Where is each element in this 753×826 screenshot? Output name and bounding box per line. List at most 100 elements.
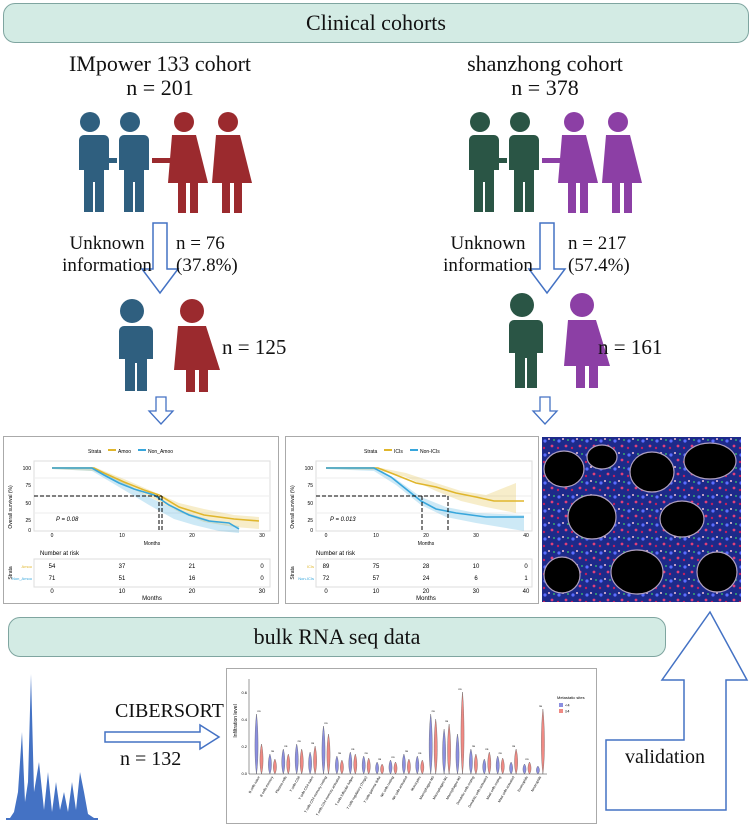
km2-legend-a: ICIs [394,449,403,455]
violin-legend-high: ≥4 [565,709,570,714]
validation-label: validation [625,746,705,768]
km2-risk-xtick: 10 [373,589,380,595]
impower-n-kept: n = 125 [222,335,287,359]
violin-shape [259,743,264,775]
km1-legend-swatch-b [138,449,146,451]
km2-ylabel: Overall survival (%) [290,485,296,529]
violin-sig-label: ns [257,709,261,713]
shanzhong-excluded-n: n = 217 [568,233,627,254]
violin-shape [509,761,513,775]
violin-shape [541,708,545,775]
impower-people-group-icon [76,112,252,213]
violin-shape [514,748,518,775]
violin-xtick-label: T cells CD8 [289,775,301,792]
km-plot-shanzhong: Strata ICIs Non-ICIs Overall survival (%… [290,449,533,602]
violin-shape [294,743,299,775]
violin-shape [308,751,312,775]
violin-shape [375,761,379,775]
violin-xtick-label: NK cells activated [391,775,408,800]
violin-shape [254,713,259,775]
violin-sig-label: ns [298,739,302,743]
violin-shape [460,691,465,775]
km2-median-lines [316,495,449,531]
shanzhong-n-total: n = 378 [511,75,579,100]
impower-cohort-name: IMpower 133 cohort [68,51,252,76]
violin-shape [527,761,532,775]
km1-risk-cell: 0 [260,576,264,582]
violin-legend-swatch-low [559,703,563,707]
shanzhong-excluded-pct: (57.4%) [568,255,630,276]
km2-legend-swatch-b [410,449,418,451]
km-plot-impower: Strata Amoo Non_Amoo Overall survival (%… [8,449,271,602]
cibersort-n: n = 132 [120,748,182,770]
violin-sig-label: ns [391,755,395,759]
km1-risk-cell: 16 [189,576,196,582]
km2-risk-row-name: ICIs [307,564,314,569]
km1-risk-xtick: 0 [50,589,54,595]
km2-risk-ylabel: Strata [290,566,296,580]
violin-shape [487,751,492,775]
shanzhong-cohort-name: shanzhong cohort [467,51,623,76]
violin-series: ns B cells naive ns B cells memory ns Plasma … [248,687,545,817]
violin-shape [536,765,540,775]
violin-ylabel: Infiltration level [233,704,239,737]
km2-risk-xtick: 40 [523,589,530,595]
violin-shape [407,758,411,775]
km1-ytick: 0 [28,528,31,534]
km1-xtick: 30 [259,533,265,539]
violin-sig-label: ns [271,749,275,753]
violin-sig-label: ns [512,744,516,748]
violin-sig-label: ns [432,709,436,713]
violin-shape [366,757,371,775]
clinical-cohorts-banner: Clinical cohorts [3,3,749,43]
km2-risk-xtick: 30 [473,589,480,595]
violin-shape [273,758,277,775]
shanzhong-kept-people-icon [506,293,610,388]
bulk-rna-title: bulk RNA seq data [253,624,421,649]
km1-median-lines [34,495,163,531]
km2-curve-a [326,467,524,502]
violin-sig-label: ns [378,757,382,761]
violin-shape [447,723,451,775]
km1-risk-table [33,558,271,588]
cibersort-arrow-icon [104,723,221,751]
violin-legend-low: <4 [565,703,570,708]
violin-shape [433,718,438,775]
bulk-rna-banner: bulk RNA seq data [8,617,666,657]
violin-legend-title: Metastatic sites [557,695,585,700]
violin-xtick-label: Plasma cells [275,775,288,794]
violin-xtick-label: NK cells resting [380,775,395,797]
violin-sig-label: ns [338,751,342,755]
km1-legend-a: Amoo [118,449,131,455]
km2-ytick: 0 [310,528,313,534]
km1-xtick: 20 [189,533,195,539]
violin-sig-label: ns [324,721,328,725]
km1-risk-cell: 37 [119,564,126,570]
km2-risk-cell: 24 [423,576,430,582]
violin-panel: Infiltration level 0.6 0.4 0.2 0.0 ns B c… [226,668,597,824]
km1-legend-b: Non_Amoo [148,449,173,455]
violin-shape [353,753,358,775]
violin-shape [455,733,460,775]
shanzhong-n-kept: n = 161 [598,335,663,359]
violin-sig-label: ns [365,751,369,755]
violin-xtick-label: B cells memory [259,775,274,797]
violin-sig-label: ns [351,747,355,751]
violin-sig-label: ns [311,741,315,745]
impower-n-total: n = 201 [126,75,194,100]
km1-ytick: 25 [25,518,31,524]
km1-curve-b [52,467,240,530]
km2-risk-cell: 89 [323,564,330,570]
km1-risk-cell: 21 [189,564,196,570]
km2-risk-cell: 72 [323,576,330,582]
violin-sig-label: ns [445,719,449,723]
shanzhong-title: shanzhong cohort n = 378 [420,52,670,100]
km2-xtick: 30 [473,533,479,539]
km2-risk-cell: 57 [373,576,380,582]
km1-pvalue: P = 0.08 [56,517,79,523]
impower-excluded: n = 76 (37.8%) [176,233,266,277]
violin-xtick-label: Neutrophils [530,775,542,792]
km2-ytick: 75 [307,483,313,489]
km2-curve-b [326,467,524,518]
shanzhong-unknown-label: Unknown information [443,233,533,276]
